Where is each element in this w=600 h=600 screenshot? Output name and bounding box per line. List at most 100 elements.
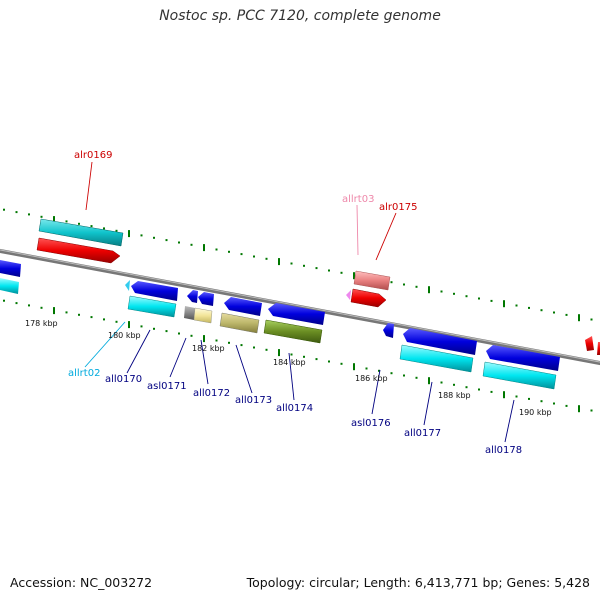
gene-all0174[interactable] <box>263 303 325 344</box>
callout-all0173 <box>235 344 253 394</box>
forward-track-tick <box>240 253 243 256</box>
reverse-track-tick <box>290 353 293 356</box>
gene-label-all0173[interactable]: all0173 <box>235 395 272 406</box>
forward-track-tick <box>528 306 530 309</box>
reverse-track-tick <box>328 360 330 363</box>
reverse-track-tick <box>365 367 368 370</box>
forward-track-tick <box>28 213 30 216</box>
forward-track-tick <box>128 230 130 238</box>
kbp-label-182: 182 kbp <box>192 344 225 353</box>
reverse-track-tick <box>28 304 30 307</box>
reverse-track-tick <box>78 313 80 316</box>
reverse-track-tick <box>528 397 530 400</box>
gene-right-edge-forward[interactable] <box>585 336 600 355</box>
forward-track-tick <box>40 215 43 218</box>
reverse-track-tick <box>578 405 580 413</box>
gene-asl0171[interactable] <box>184 290 198 320</box>
gene-allrt03[interactable] <box>353 270 391 291</box>
gene-left-edge-forward[interactable] <box>0 260 21 294</box>
reverse-track-tick <box>465 386 468 389</box>
sequence-backbone <box>0 248 600 366</box>
forward-track-tick <box>103 227 105 230</box>
gene-label-all0178[interactable]: all0178 <box>485 445 522 456</box>
forward-track-tick <box>328 269 330 272</box>
forward-track-tick <box>78 222 80 225</box>
callout-all0170 <box>126 329 151 374</box>
forward-track-tick <box>153 236 155 239</box>
forward-track-tick <box>15 211 18 214</box>
reverse-track-tick <box>103 318 105 321</box>
gene-alr0175[interactable] <box>346 288 387 308</box>
gene-label-asl0176[interactable]: asl0176 <box>351 418 391 429</box>
forward-track-tick <box>190 243 193 246</box>
reverse-track-tick <box>228 341 230 344</box>
callout-all0172 <box>200 339 209 385</box>
gene-all0173[interactable] <box>219 297 262 334</box>
gene-label-allrt02[interactable]: allrt02 <box>68 368 100 379</box>
reverse-track-tick <box>415 376 418 379</box>
reverse-track-tick <box>178 332 180 335</box>
forward-track-tick <box>403 283 405 286</box>
callout-alr0169 <box>85 161 93 211</box>
gene-all0177[interactable] <box>399 328 477 373</box>
gene-label-all0177[interactable]: all0177 <box>404 428 441 439</box>
forward-track-tick <box>278 258 280 266</box>
reverse-track-tick <box>478 388 480 391</box>
gene-all0178[interactable] <box>482 345 560 390</box>
gene-asl0176[interactable] <box>383 323 394 338</box>
forward-track-tick <box>478 297 480 300</box>
callout-asl0176 <box>371 369 381 415</box>
reverse-track-tick <box>565 404 568 407</box>
reverse-track-tick <box>265 348 268 351</box>
gene-label-asl0171[interactable]: asl0171 <box>147 381 187 392</box>
reverse-track-tick <box>440 381 443 384</box>
gene-label-alr0169[interactable]: alr0169 <box>74 150 112 161</box>
reverse-track-tick <box>553 402 555 405</box>
forward-track-tick <box>453 292 455 295</box>
forward-track-tick <box>340 271 343 274</box>
reverse-track-tick <box>390 372 393 375</box>
forward-track-tick <box>503 300 505 308</box>
callout-all0174 <box>288 352 295 401</box>
reverse-track-tick <box>403 374 405 377</box>
gene-label-all0172[interactable]: all0172 <box>193 388 230 399</box>
gene-all0170[interactable] <box>127 281 178 318</box>
reverse-track-tick <box>315 358 318 361</box>
callout-allrt03 <box>356 204 359 256</box>
kbp-label-178: 178 kbp <box>25 319 58 328</box>
reverse-track-tick <box>3 299 5 302</box>
reverse-strand-ticks <box>3 299 593 413</box>
forward-track-tick <box>578 314 580 322</box>
reverse-track-tick <box>353 363 355 371</box>
gene-alr0169[interactable] <box>36 218 124 264</box>
forward-track-tick <box>53 216 55 224</box>
reverse-track-tick <box>240 344 243 347</box>
reverse-track-tick <box>278 349 280 357</box>
reverse-track-tick <box>165 330 168 333</box>
reverse-track-tick <box>15 302 18 305</box>
callout-all0178 <box>504 399 515 443</box>
gene-all0172[interactable] <box>193 292 214 324</box>
reverse-track-tick <box>253 346 255 349</box>
reverse-track-tick <box>303 355 305 358</box>
forward-track-tick <box>203 244 205 252</box>
forward-track-tick <box>65 220 68 223</box>
reverse-track-tick <box>515 395 518 398</box>
gene-label-allrt03[interactable]: allrt03 <box>342 194 374 205</box>
forward-track-tick <box>515 304 518 307</box>
forward-track-tick <box>115 229 118 232</box>
callout-alr0175 <box>375 212 397 261</box>
forward-track-tick <box>253 255 255 258</box>
reverse-track-tick <box>153 327 155 330</box>
gene-allrt02[interactable] <box>125 280 130 291</box>
forward-track-tick <box>490 299 493 302</box>
reverse-track-tick <box>190 334 193 337</box>
reverse-track-tick <box>203 335 205 343</box>
forward-track-tick <box>303 264 305 267</box>
reverse-track-tick <box>53 307 55 315</box>
gene-label-alr0175[interactable]: alr0175 <box>379 202 417 213</box>
gene-label-all0174[interactable]: all0174 <box>276 403 313 414</box>
forward-track-tick <box>553 311 555 314</box>
gene-label-all0170[interactable]: all0170 <box>105 374 142 385</box>
